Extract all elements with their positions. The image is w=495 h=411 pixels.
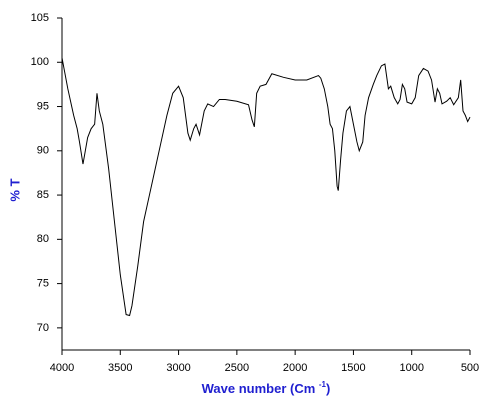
spectrum-line	[61, 57, 471, 317]
y-tick-label: 95	[37, 100, 49, 112]
y-axis-label: % T	[7, 178, 22, 201]
x-tick-label: 4000	[50, 362, 74, 374]
x-tick-label: 3000	[166, 362, 190, 374]
x-tick-label: 2500	[225, 362, 249, 374]
x-axis-label-main: Wave number (Cm	[202, 381, 319, 396]
x-tick-label: 3500	[108, 362, 132, 374]
x-axis-label-sup: -1	[319, 380, 327, 389]
y-tick-label: 75	[37, 278, 49, 290]
x-axis-label-end: )	[326, 381, 330, 396]
x-axis-label: Wave number (Cm -1)	[202, 380, 331, 396]
y-tick-label: 85	[37, 189, 49, 201]
y-tick-label: 90	[37, 145, 49, 157]
x-tick-label: 1500	[341, 362, 365, 374]
y-tick-label: 105	[31, 12, 49, 24]
x-tick-label: 1000	[399, 362, 423, 374]
y-tick-label: 100	[31, 56, 49, 68]
y-tick-label: 70	[37, 322, 49, 334]
x-tick-label: 500	[461, 362, 479, 374]
x-tick-label: 2000	[283, 362, 307, 374]
y-tick-label: 80	[37, 233, 49, 245]
